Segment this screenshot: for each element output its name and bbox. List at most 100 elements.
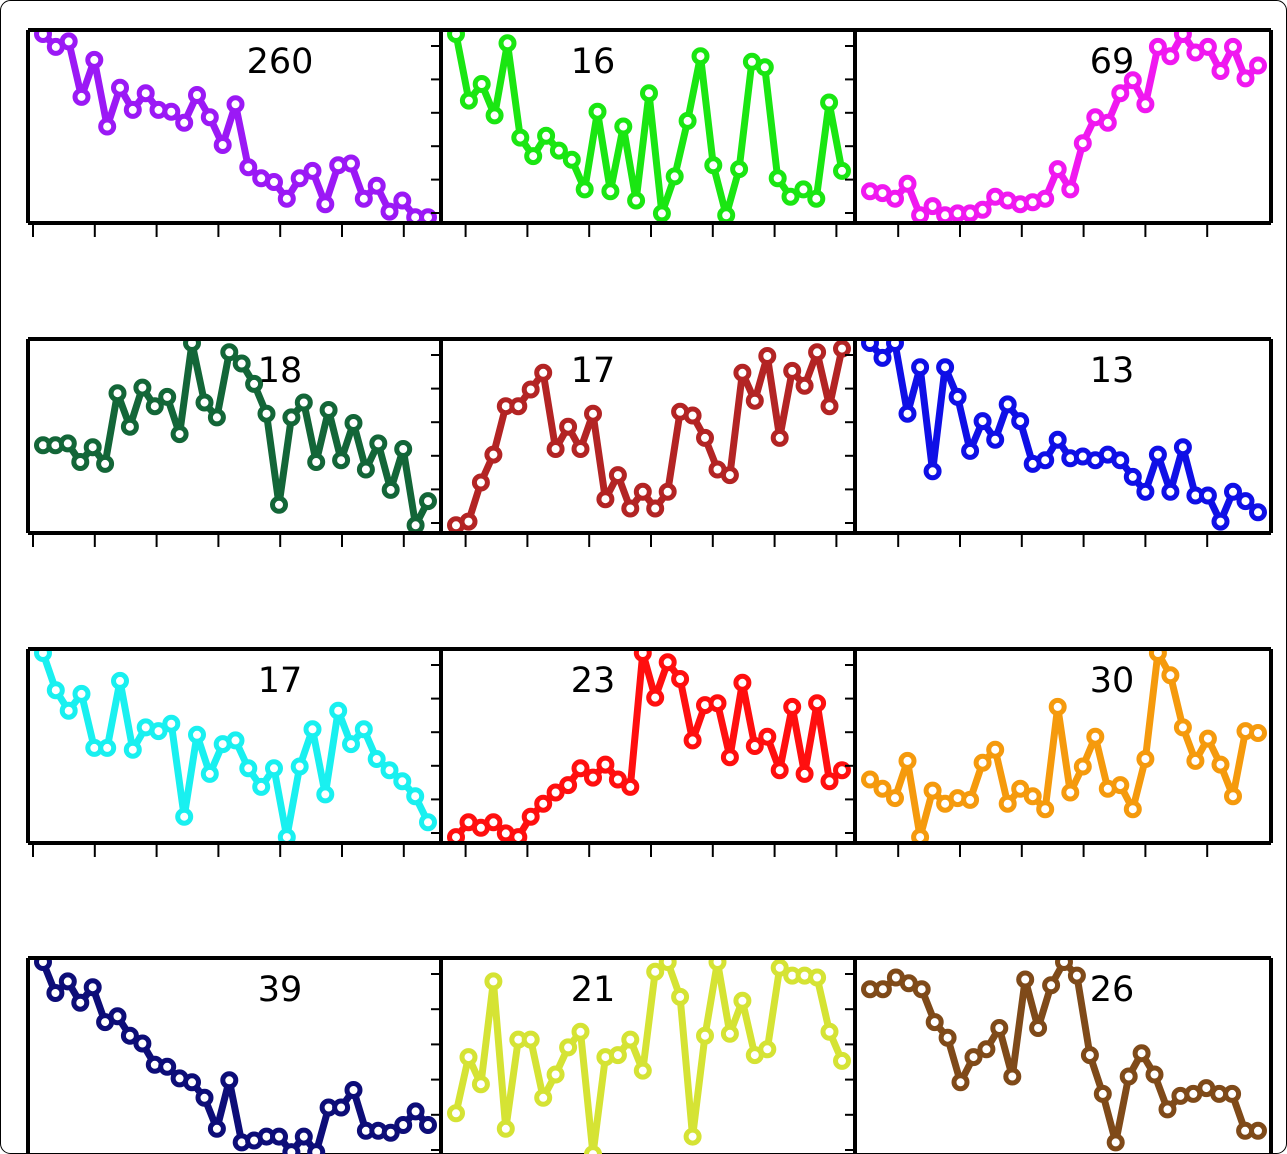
data-point [1252,1124,1265,1137]
data-point [823,1025,836,1038]
data-point [111,1010,124,1023]
data-point [686,1130,699,1143]
data-point [1226,1087,1239,1100]
data-point [661,485,674,498]
panel-count-label: 69 [1090,42,1135,82]
data-point [537,1091,550,1104]
data-point [552,144,565,157]
data-point [989,743,1002,756]
data-point [723,1027,736,1040]
data-point [1051,163,1064,176]
data-point [319,788,332,801]
data-point [1214,758,1227,771]
data-point [951,390,964,403]
data-point [989,433,1002,446]
data-point [901,407,914,420]
data-point [562,420,575,433]
data-point [643,87,656,100]
data-point [1114,87,1127,100]
data-point [964,793,977,806]
data-point [136,381,149,394]
data-point [293,760,306,773]
data-point [383,764,396,777]
data-point [864,773,877,786]
data-point [1227,790,1240,803]
data-point [773,764,786,777]
data-point [1026,790,1039,803]
data-point [1151,40,1164,53]
data-point [1148,1068,1161,1081]
data-point [474,1078,487,1091]
data-point [1164,50,1177,63]
panel-count-label: 18 [258,351,303,391]
data-point [773,431,786,444]
data-point [686,409,699,422]
panel-count-label: 21 [571,970,616,1010]
data-point [357,192,370,205]
data-point [1045,979,1058,992]
data-point [1014,415,1027,428]
data-point [876,782,889,795]
data-point [736,994,749,1007]
data-point [370,753,383,766]
data-point [823,96,836,109]
data-point [1126,803,1139,816]
data-point [488,109,501,122]
data-point [736,366,749,379]
data-point [915,983,928,996]
data-point [223,1074,236,1087]
data-point [1122,1070,1135,1083]
data-point [1070,969,1083,982]
data-point [1139,753,1152,766]
data-point [370,179,383,192]
data-point [624,502,637,515]
data-point [901,177,914,190]
data-point [1201,732,1214,745]
data-point [1032,1022,1045,1035]
data-point [501,37,514,50]
data-point [527,150,540,163]
data-point [611,469,624,482]
panel-count-label: 26 [1090,970,1135,1010]
data-point [203,111,216,124]
data-point [332,704,345,717]
data-point [733,163,746,176]
data-point [562,779,575,792]
data-point [1252,727,1265,740]
data-point [914,209,927,222]
data-point [649,691,662,704]
data-point [1214,65,1227,78]
data-point [761,730,774,743]
data-point [297,396,310,409]
data-point [964,444,977,457]
data-point [1006,1070,1019,1083]
data-point [649,502,662,515]
data-point [574,443,587,456]
data-point [111,387,124,400]
data-point [1101,116,1114,129]
data-point [901,754,914,767]
data-point [49,684,62,697]
data-point [114,81,127,94]
data-point [524,810,537,823]
data-point [723,469,736,482]
data-point [889,792,902,805]
data-point [319,198,332,211]
data-point [655,207,668,220]
data-point [178,116,191,129]
panel-count-label: 17 [571,351,616,391]
data-point [810,192,823,205]
data-point [980,1043,993,1056]
data-point [574,1025,587,1038]
data-point [723,751,736,764]
data-point [1096,1087,1109,1100]
data-point [876,983,889,996]
data-point [976,203,989,216]
data-point [836,342,849,355]
data-point [823,775,836,788]
data-point [409,519,422,532]
data-point [280,192,293,205]
data-point [1051,433,1064,446]
data-point [587,407,600,420]
data-point [335,1101,348,1114]
